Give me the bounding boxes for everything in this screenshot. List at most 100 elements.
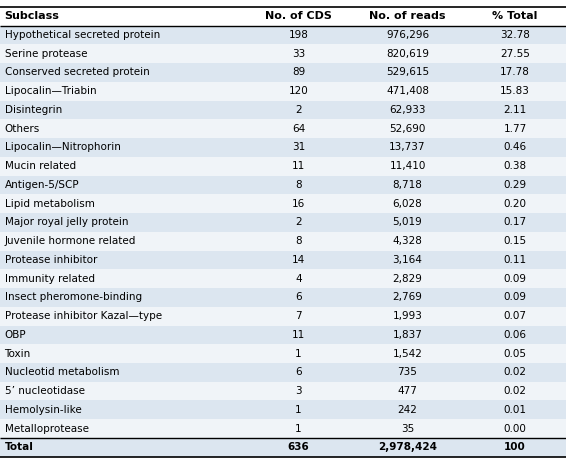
Text: 14: 14 <box>292 255 305 265</box>
Text: 0.38: 0.38 <box>504 161 526 171</box>
Text: 242: 242 <box>397 405 418 415</box>
Text: 0.17: 0.17 <box>504 218 526 227</box>
Text: 529,615: 529,615 <box>386 67 429 78</box>
Text: 1.77: 1.77 <box>503 124 527 134</box>
Text: 16: 16 <box>292 199 305 209</box>
Text: 27.55: 27.55 <box>500 49 530 59</box>
Text: 6: 6 <box>295 367 302 377</box>
Text: 11: 11 <box>292 161 305 171</box>
Bar <box>0 251 566 269</box>
Text: Mucin related: Mucin related <box>5 161 76 171</box>
Bar <box>0 344 566 363</box>
Text: Hypothetical secreted protein: Hypothetical secreted protein <box>5 30 160 40</box>
Text: 89: 89 <box>292 67 305 78</box>
Text: 31: 31 <box>292 142 305 152</box>
Text: 1,542: 1,542 <box>393 349 422 358</box>
Text: 0.09: 0.09 <box>504 274 526 284</box>
Text: 62,933: 62,933 <box>389 105 426 115</box>
Text: 0.46: 0.46 <box>504 142 526 152</box>
Bar <box>0 176 566 194</box>
Text: Metalloprotease: Metalloprotease <box>5 424 88 434</box>
Bar <box>0 288 566 307</box>
Bar <box>0 157 566 176</box>
Text: 33: 33 <box>292 49 305 59</box>
Text: 17.78: 17.78 <box>500 67 530 78</box>
Text: 8: 8 <box>295 236 302 246</box>
Text: 32.78: 32.78 <box>500 30 530 40</box>
Bar <box>0 26 566 45</box>
Text: No. of CDS: No. of CDS <box>265 11 332 21</box>
Text: 35: 35 <box>401 424 414 434</box>
Text: 4: 4 <box>295 274 302 284</box>
Text: No. of reads: No. of reads <box>369 11 446 21</box>
Text: Major royal jelly protein: Major royal jelly protein <box>5 218 128 227</box>
Text: 120: 120 <box>289 86 308 96</box>
Text: 7: 7 <box>295 311 302 321</box>
Text: Immunity related: Immunity related <box>5 274 95 284</box>
Text: Insect pheromone-binding: Insect pheromone-binding <box>5 292 142 302</box>
Bar <box>0 419 566 438</box>
Text: 0.15: 0.15 <box>504 236 526 246</box>
Bar <box>0 45 566 63</box>
Text: 5’ nucleotidase: 5’ nucleotidase <box>5 386 84 396</box>
Text: 8: 8 <box>295 180 302 190</box>
Text: 2: 2 <box>295 105 302 115</box>
Text: 820,619: 820,619 <box>386 49 429 59</box>
Text: 1: 1 <box>295 349 302 358</box>
Text: 1: 1 <box>295 405 302 415</box>
Text: 6: 6 <box>295 292 302 302</box>
Bar <box>0 63 566 82</box>
Text: 11: 11 <box>292 330 305 340</box>
Text: 1: 1 <box>295 424 302 434</box>
Text: 0.07: 0.07 <box>504 311 526 321</box>
Text: Protease inhibitor: Protease inhibitor <box>5 255 97 265</box>
Bar <box>0 232 566 251</box>
Bar <box>0 82 566 101</box>
Text: 3: 3 <box>295 386 302 396</box>
Text: 5,019: 5,019 <box>393 218 422 227</box>
Text: 2,978,424: 2,978,424 <box>378 442 437 452</box>
Bar <box>0 325 566 344</box>
Text: Nucleotid metabolism: Nucleotid metabolism <box>5 367 119 377</box>
Text: 198: 198 <box>289 30 308 40</box>
Bar <box>0 101 566 119</box>
Text: Protease inhibitor Kazal—type: Protease inhibitor Kazal—type <box>5 311 162 321</box>
Text: 8,718: 8,718 <box>393 180 422 190</box>
Text: 976,296: 976,296 <box>386 30 429 40</box>
Text: Lipocalin—Triabin: Lipocalin—Triabin <box>5 86 96 96</box>
Text: 0.05: 0.05 <box>504 349 526 358</box>
Text: 2,829: 2,829 <box>393 274 422 284</box>
Text: 11,410: 11,410 <box>389 161 426 171</box>
Text: 477: 477 <box>397 386 418 396</box>
Text: 0.11: 0.11 <box>504 255 526 265</box>
Text: 0.00: 0.00 <box>504 424 526 434</box>
Text: OBP: OBP <box>5 330 26 340</box>
Text: Subclass: Subclass <box>5 11 59 21</box>
Text: 471,408: 471,408 <box>386 86 429 96</box>
Text: Total: Total <box>5 442 33 452</box>
Text: 15.83: 15.83 <box>500 86 530 96</box>
Text: 2.11: 2.11 <box>503 105 527 115</box>
Text: Lipocalin—Nitrophorin: Lipocalin—Nitrophorin <box>5 142 121 152</box>
Text: Antigen-5/SCP: Antigen-5/SCP <box>5 180 79 190</box>
Bar <box>0 138 566 157</box>
Text: Disintegrin: Disintegrin <box>5 105 62 115</box>
Text: Conserved secreted protein: Conserved secreted protein <box>5 67 149 78</box>
Text: 2,769: 2,769 <box>393 292 422 302</box>
Text: 2: 2 <box>295 218 302 227</box>
Text: 0.02: 0.02 <box>504 367 526 377</box>
Text: 1,837: 1,837 <box>393 330 422 340</box>
Bar <box>0 213 566 232</box>
Text: % Total: % Total <box>492 11 538 21</box>
Text: 0.20: 0.20 <box>504 199 526 209</box>
Bar <box>0 269 566 288</box>
Text: 3,164: 3,164 <box>393 255 422 265</box>
Text: 64: 64 <box>292 124 305 134</box>
Text: 0.06: 0.06 <box>504 330 526 340</box>
Text: Toxin: Toxin <box>5 349 31 358</box>
Text: 0.09: 0.09 <box>504 292 526 302</box>
Text: 13,737: 13,737 <box>389 142 426 152</box>
Bar <box>0 438 566 457</box>
Text: Hemolysin-like: Hemolysin-like <box>5 405 82 415</box>
Text: Serine protease: Serine protease <box>5 49 87 59</box>
